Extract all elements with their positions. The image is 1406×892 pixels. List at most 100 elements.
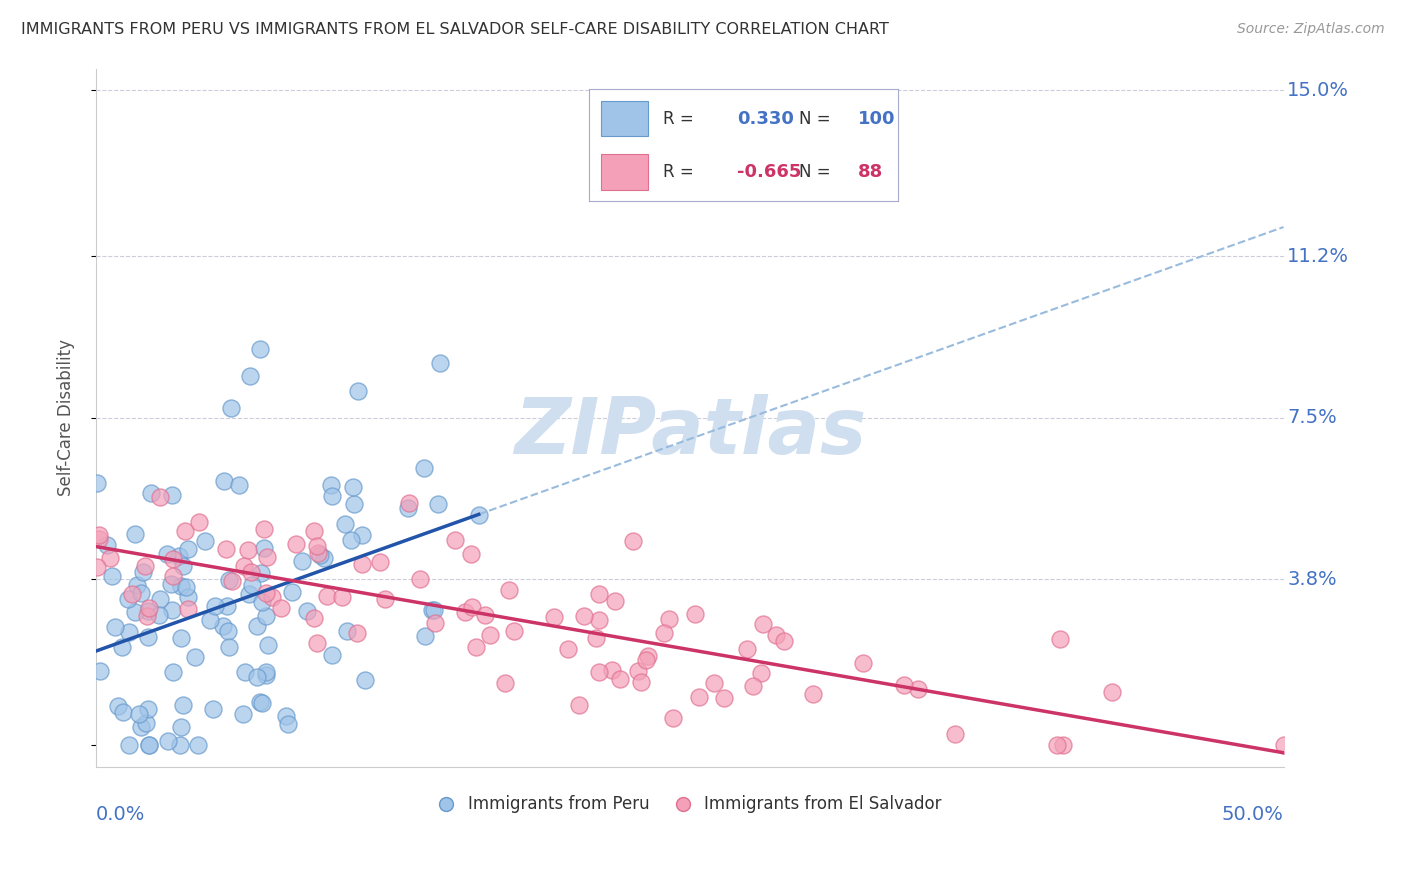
- Point: [233, 559, 256, 574]
- Point: [346, 384, 368, 398]
- Point: [201, 701, 224, 715]
- Point: [172, 698, 194, 712]
- Point: [634, 653, 657, 667]
- Point: [1046, 738, 1069, 752]
- Point: [467, 508, 489, 522]
- Point: [429, 356, 451, 370]
- Point: [945, 727, 967, 741]
- Point: [621, 533, 644, 548]
- Point: [1049, 632, 1071, 647]
- Point: [423, 603, 446, 617]
- Point: [238, 587, 260, 601]
- Point: [193, 533, 215, 548]
- Point: [257, 638, 280, 652]
- Point: [174, 580, 197, 594]
- Point: [212, 619, 235, 633]
- Point: [408, 572, 430, 586]
- Point: [111, 705, 134, 719]
- Text: Source: ZipAtlas.com: Source: ZipAtlas.com: [1237, 22, 1385, 37]
- Point: [254, 665, 277, 679]
- Point: [204, 599, 226, 614]
- Point: [662, 711, 685, 725]
- Point: [396, 500, 419, 515]
- Text: ZIPatlas: ZIPatlas: [513, 393, 866, 469]
- Point: [503, 624, 526, 638]
- Point: [246, 670, 269, 684]
- Point: [772, 634, 794, 648]
- Point: [86, 476, 108, 491]
- Point: [162, 569, 184, 583]
- Point: [233, 665, 256, 680]
- Point: [132, 565, 155, 579]
- Point: [177, 601, 200, 615]
- Point: [588, 665, 610, 679]
- Point: [350, 527, 373, 541]
- Point: [245, 619, 267, 633]
- Point: [307, 546, 329, 560]
- Point: [89, 528, 111, 542]
- Point: [138, 630, 160, 644]
- Point: [169, 738, 191, 752]
- Point: [127, 578, 149, 592]
- Point: [426, 497, 449, 511]
- Point: [302, 524, 325, 538]
- Point: [274, 708, 297, 723]
- Point: [749, 666, 772, 681]
- Text: 15.0%: 15.0%: [1286, 81, 1350, 100]
- Point: [343, 497, 366, 511]
- Point: [177, 591, 200, 605]
- Point: [281, 585, 304, 599]
- Point: [135, 716, 157, 731]
- Point: [98, 550, 121, 565]
- Point: [138, 600, 160, 615]
- Point: [86, 560, 108, 574]
- Point: [285, 536, 308, 550]
- Point: [89, 665, 111, 679]
- Point: [305, 636, 328, 650]
- Point: [321, 490, 343, 504]
- Point: [801, 688, 824, 702]
- Point: [893, 677, 915, 691]
- Point: [688, 690, 710, 705]
- Point: [170, 631, 193, 645]
- Point: [332, 590, 354, 604]
- Point: [683, 607, 706, 622]
- Point: [249, 695, 271, 709]
- Point: [136, 702, 159, 716]
- Point: [215, 541, 238, 556]
- Point: [157, 733, 180, 747]
- Point: [87, 533, 110, 547]
- Point: [250, 595, 273, 609]
- Point: [149, 592, 172, 607]
- Point: [305, 539, 328, 553]
- Point: [352, 558, 374, 572]
- Point: [460, 547, 482, 561]
- Point: [907, 681, 929, 696]
- Point: [187, 738, 209, 752]
- Text: 50.0%: 50.0%: [1222, 805, 1284, 824]
- Point: [250, 566, 273, 580]
- Point: [217, 624, 239, 639]
- Point: [177, 542, 200, 557]
- Point: [128, 707, 150, 722]
- Point: [162, 665, 184, 679]
- Point: [315, 589, 337, 603]
- Point: [652, 625, 675, 640]
- Point: [217, 599, 239, 614]
- Point: [138, 738, 160, 752]
- Point: [219, 401, 242, 415]
- Point: [118, 625, 141, 640]
- Point: [354, 673, 377, 687]
- Point: [314, 551, 336, 566]
- Point: [240, 578, 263, 592]
- Point: [253, 522, 276, 536]
- Point: [425, 615, 447, 630]
- Point: [588, 587, 610, 601]
- Point: [454, 605, 477, 619]
- Point: [609, 672, 631, 686]
- Point: [250, 697, 273, 711]
- Point: [412, 461, 434, 475]
- Point: [221, 574, 243, 589]
- Point: [198, 614, 221, 628]
- Point: [1272, 738, 1295, 752]
